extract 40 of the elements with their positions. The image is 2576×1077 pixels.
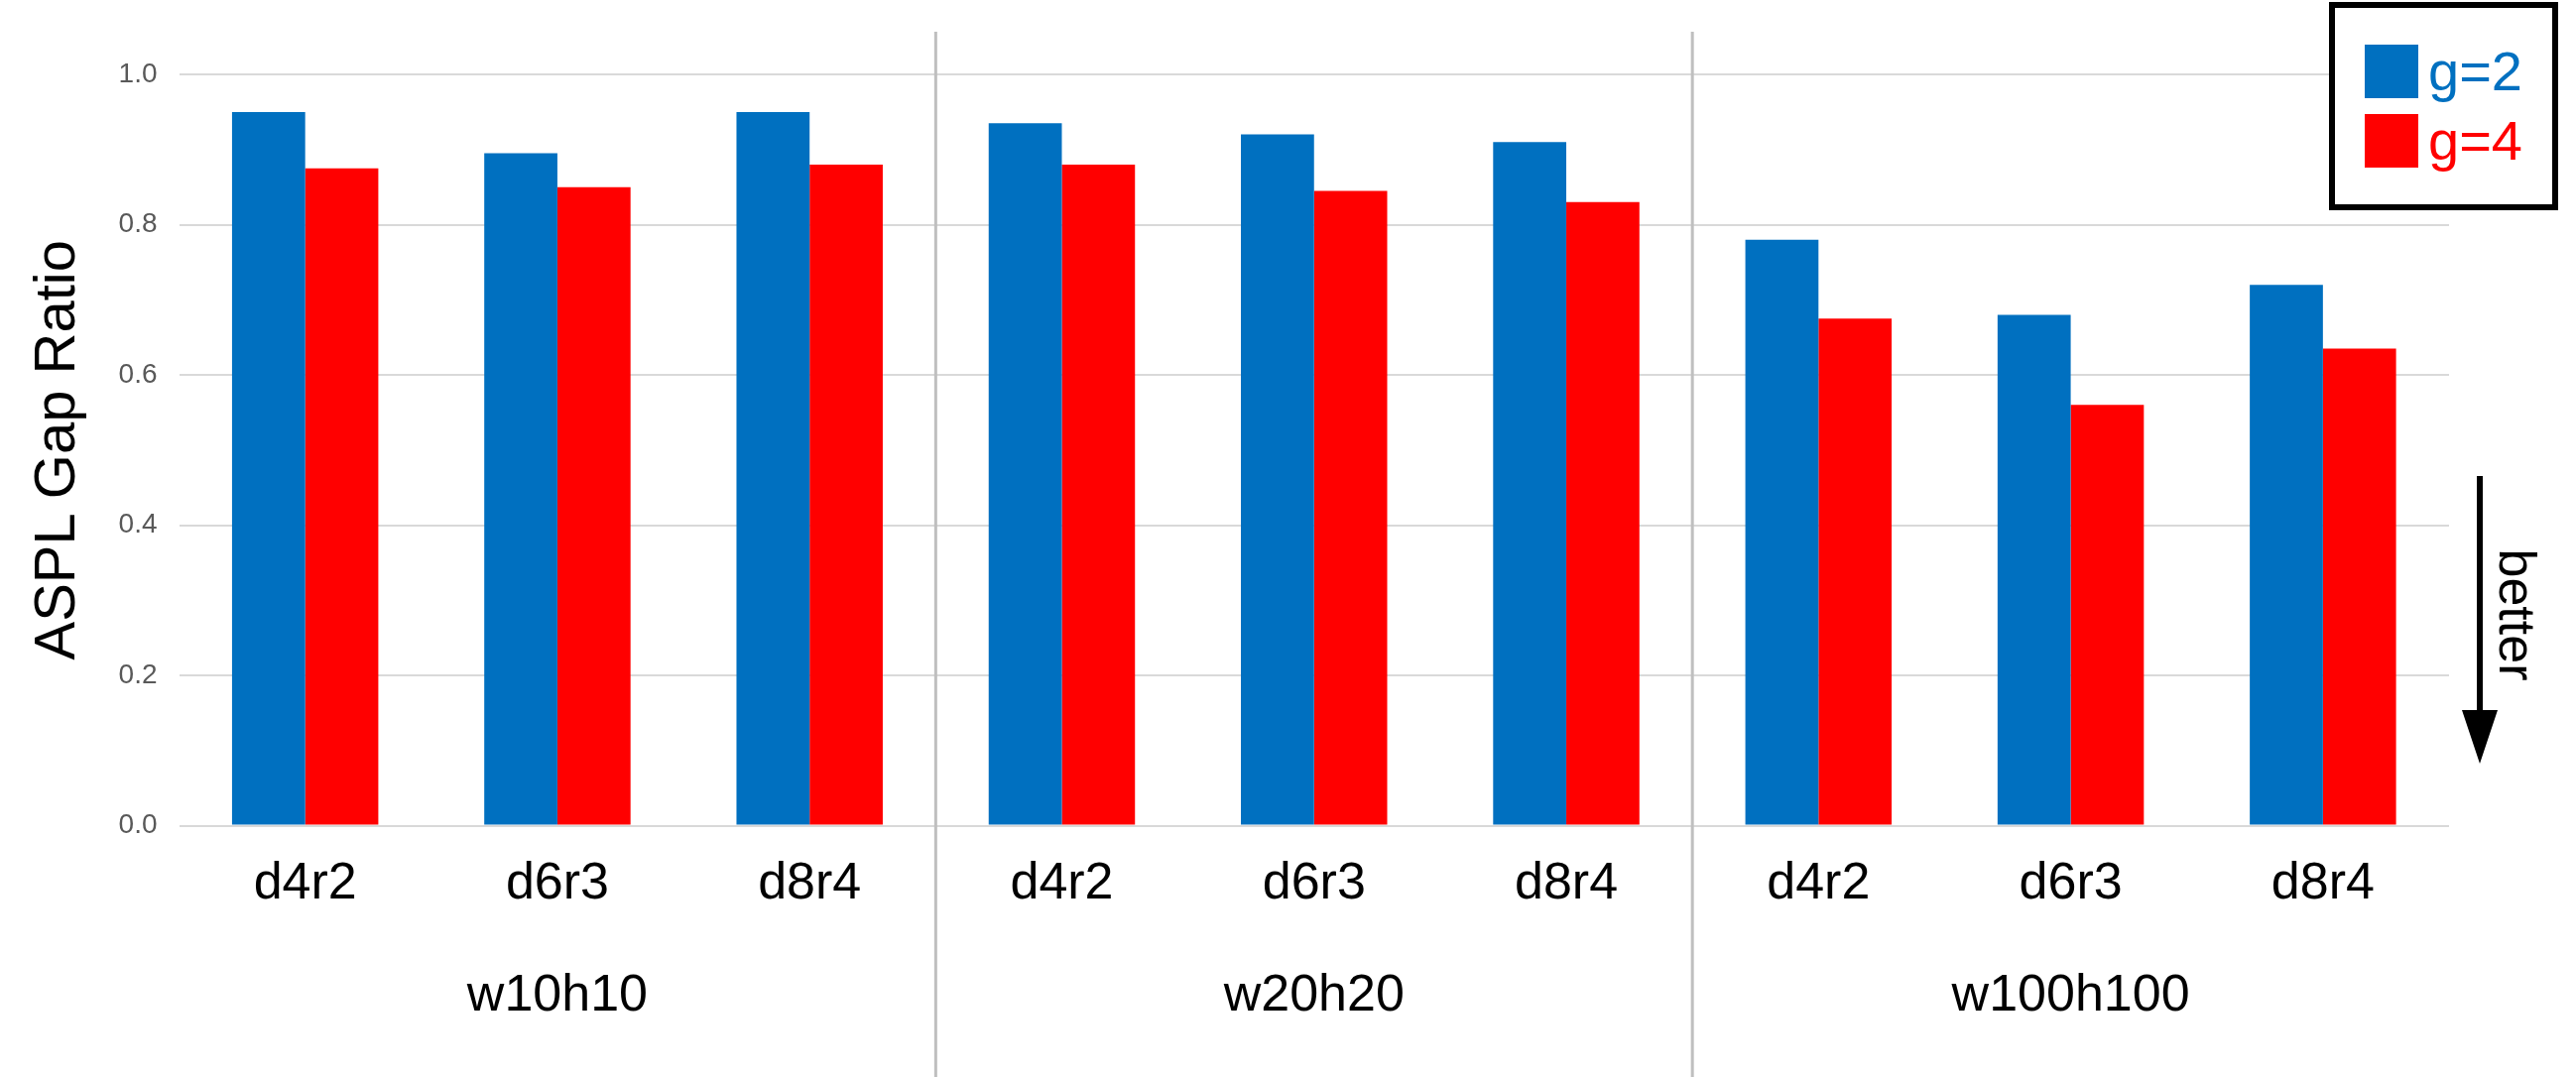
x-tick-label: d6r3 <box>2019 852 2123 910</box>
x-tick-label: d4r2 <box>1767 852 1871 910</box>
y-tick-label: 0.6 <box>118 357 158 389</box>
bar <box>1061 164 1136 825</box>
bar <box>2250 285 2323 825</box>
text: better <box>2488 548 2546 681</box>
bar <box>988 123 1062 825</box>
legend-label: g=4 <box>2428 109 2522 172</box>
y-tick-label: 0.2 <box>118 658 158 689</box>
bar <box>809 164 883 825</box>
y-axis-title: ASPL Gap Ratio <box>21 240 86 660</box>
bar <box>1493 142 1567 825</box>
bar <box>231 111 306 825</box>
bar <box>1997 314 2071 825</box>
bar <box>736 111 810 825</box>
bar <box>484 153 557 825</box>
bar <box>556 186 631 825</box>
text: w10h10 <box>465 964 649 1022</box>
bar <box>1566 201 1640 825</box>
bar <box>1241 134 1314 825</box>
bar <box>1313 190 1388 825</box>
bar <box>1745 239 1819 825</box>
x-tick-label: d4r2 <box>253 852 357 910</box>
legend-label: g=2 <box>2428 40 2522 102</box>
x-tick-label: d8r4 <box>1515 852 1619 910</box>
y-tick-label: 0.4 <box>118 508 158 539</box>
y-tick-label: 1.0 <box>118 57 158 88</box>
bar <box>2070 405 2145 825</box>
x-tick-label: d6r3 <box>1262 852 1366 910</box>
bar <box>305 168 379 825</box>
bar <box>2322 348 2396 825</box>
text: w100h100 <box>1950 964 2190 1022</box>
x-tick-label: d6r3 <box>505 852 609 910</box>
bar <box>1818 318 1893 825</box>
y-tick-label: 0.0 <box>118 808 158 840</box>
x-tick-label: d4r2 <box>1010 852 1114 910</box>
x-tick-label: d8r4 <box>2270 852 2375 910</box>
text: w20h20 <box>1222 964 1405 1022</box>
x-tick-label: d8r4 <box>758 852 862 910</box>
y-tick-label: 0.8 <box>118 207 158 239</box>
